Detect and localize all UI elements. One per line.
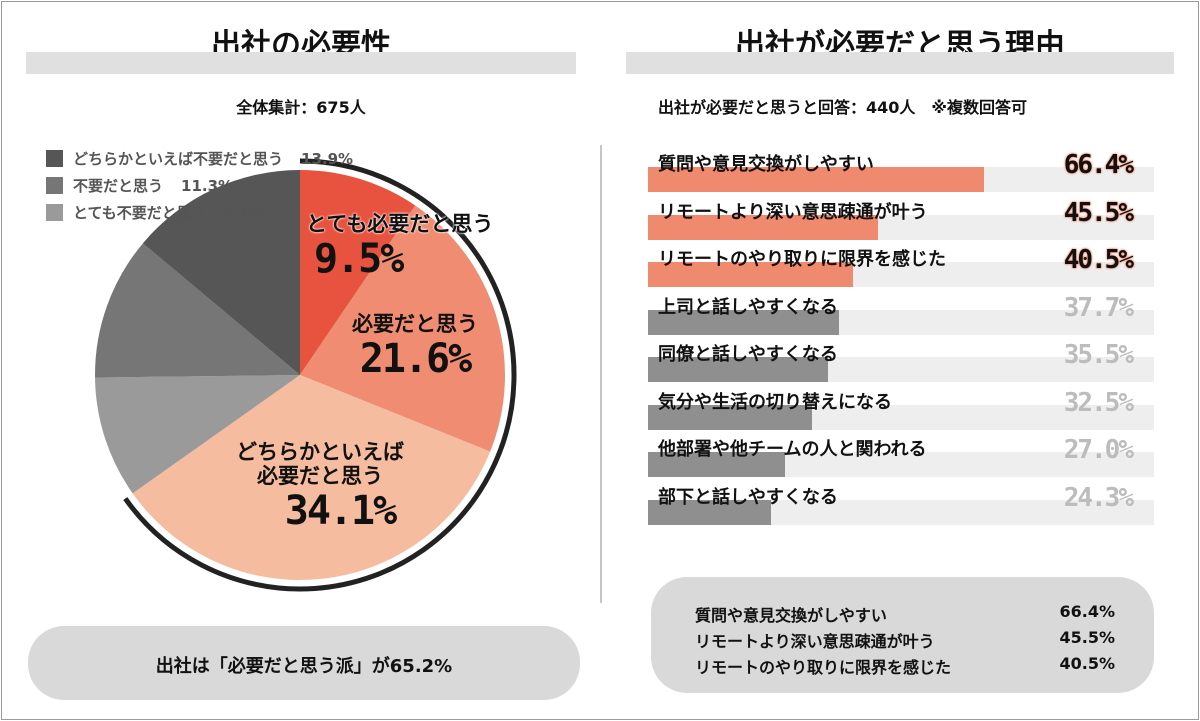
bar-value: 35.5%	[1063, 340, 1134, 370]
legend-value: 13.9%	[301, 149, 354, 168]
bar-row: 質問や意見交換がしやすい 66.4%	[648, 146, 1154, 192]
pie-slice-very-necessary	[300, 170, 416, 375]
bar-label: 質問や意見交換がしやすい	[658, 154, 874, 175]
legend-item: とても不要だと思う 9.6%	[46, 199, 353, 226]
bar-value: 24.3%	[1063, 482, 1134, 513]
slice-label-very-necessary: とても必要だと思う 9.5%	[306, 212, 536, 282]
bar-fill	[648, 499, 771, 525]
legend-label: どちらかといえば不要だと思う	[73, 150, 284, 168]
slice-name-line2: 必要だと思う	[257, 464, 383, 489]
necessary-group-arc	[123, 158, 517, 592]
summary-row: 質問や意見交換がしやすい 66.4%	[695, 602, 1115, 626]
summary-label: リモートのやり取りに限界を感じた	[695, 658, 952, 677]
bar-label: 気分や生活の切り替えになる	[658, 391, 892, 413]
pie-footer-text: 出社は「必要だと思う派」が65.2%	[155, 656, 453, 677]
bar-row: 上司と話しやすくなる 37.7%	[648, 289, 1154, 335]
slice-percent: 21.6%	[359, 336, 472, 383]
slice-label-somewhat-necessary: どちらかといえば 必要だと思う 34.1%	[205, 440, 435, 534]
bar-fill	[648, 262, 853, 287]
pie-slice-unnecessary	[95, 243, 300, 378]
legend-swatch	[46, 150, 63, 167]
pie-slice-somewhat-necessary	[132, 375, 491, 580]
summary-label: 質問や意見交換がしやすい	[695, 606, 887, 625]
bar-label: 部下と話しやすくなる	[658, 486, 838, 508]
panel-divider	[600, 145, 602, 603]
bar-row: リモートより深い意思疎通が叶う 45.5%	[648, 194, 1154, 240]
bar-value: 40.5%	[1063, 245, 1134, 275]
slice-name: 必要だと思う	[352, 312, 478, 336]
pie-legend: どちらかといえば不要だと思う 13.9% 不要だと思う 11.3% とても不要だ…	[46, 145, 353, 226]
summary-value: 66.4%	[1059, 602, 1115, 621]
legend-label: 不要だと思う	[73, 177, 164, 195]
bar-row: リモートのやり取りに限界を感じた 40.5%	[648, 241, 1154, 287]
bar-value: 45.5%	[1063, 197, 1134, 228]
slice-percent: 9.5%	[314, 236, 404, 283]
bar-row: 同僚と話しやすくなる 35.5%	[648, 336, 1154, 382]
pie-slice-necessary	[300, 205, 506, 452]
pie-slice-very-unnecessary	[95, 375, 300, 494]
bar-label: 上司と話しやすくなる	[658, 296, 838, 318]
summary-pill	[651, 577, 1154, 693]
slice-percent: 34.1%	[284, 488, 397, 535]
bar-fill	[648, 309, 839, 335]
legend-swatch	[46, 204, 63, 221]
bar-subtitle: 出社が必要だと思うと回答：440人 ※複数回答可	[658, 98, 1027, 117]
legend-item: 不要だと思う 11.3%	[46, 172, 353, 199]
summary-row: リモートより深い意思疎通が叶う 45.5%	[695, 628, 1115, 652]
legend-item: どちらかといえば不要だと思う 13.9%	[46, 145, 353, 172]
bar-value: 27.0%	[1063, 435, 1134, 465]
bar-title-bar	[626, 52, 1174, 74]
bar-row: 他部署や他チームの人と関われる 27.0%	[648, 431, 1154, 477]
pie-slice-somewhat-unnecessary	[142, 170, 300, 375]
bar-label: リモートより深い意思疎通が叶う	[658, 201, 928, 223]
bar-row: 気分や生活の切り替えになる 32.5%	[648, 384, 1154, 430]
slice-name-line1: どちらかといえば	[236, 440, 404, 464]
bar-value: 66.4%	[1063, 150, 1134, 180]
legend-label: とても不要だと思う	[73, 204, 207, 222]
bar-value: 37.7%	[1063, 292, 1134, 323]
bar-row: 部下と話しやすくなる 24.3%	[648, 479, 1154, 525]
pie-chart	[95, 158, 517, 592]
bar-label: 同僚と話しやすくなる	[658, 344, 838, 365]
pie-footer-pill	[28, 626, 580, 700]
bar-label: リモートのやり取りに限界を感じた	[658, 249, 946, 270]
bar-fill	[648, 452, 785, 477]
summary-label: リモートより深い意思疎通が叶う	[695, 632, 935, 651]
legend-value: 11.3%	[181, 176, 234, 195]
legend-value: 9.6%	[224, 203, 267, 222]
summary-value: 45.5%	[1059, 628, 1115, 647]
pie-subtitle: 全体集計：675人	[236, 98, 366, 117]
summary-row: リモートのやり取りに限界を感じた 40.5%	[695, 654, 1115, 678]
bar-fill	[648, 214, 879, 240]
bar-fill	[648, 404, 813, 430]
summary-value: 40.5%	[1059, 654, 1115, 673]
bar-label: 他部署や他チームの人と関われる	[658, 439, 927, 460]
legend-swatch	[46, 177, 63, 194]
slice-name: とても必要だと思う	[306, 212, 494, 236]
slice-label-necessary: 必要だと思う 21.6%	[335, 312, 495, 382]
pie-title-bar	[26, 52, 576, 74]
bar-fill	[648, 357, 828, 382]
bar-fill	[648, 167, 984, 192]
bar-value: 32.5%	[1063, 387, 1134, 418]
